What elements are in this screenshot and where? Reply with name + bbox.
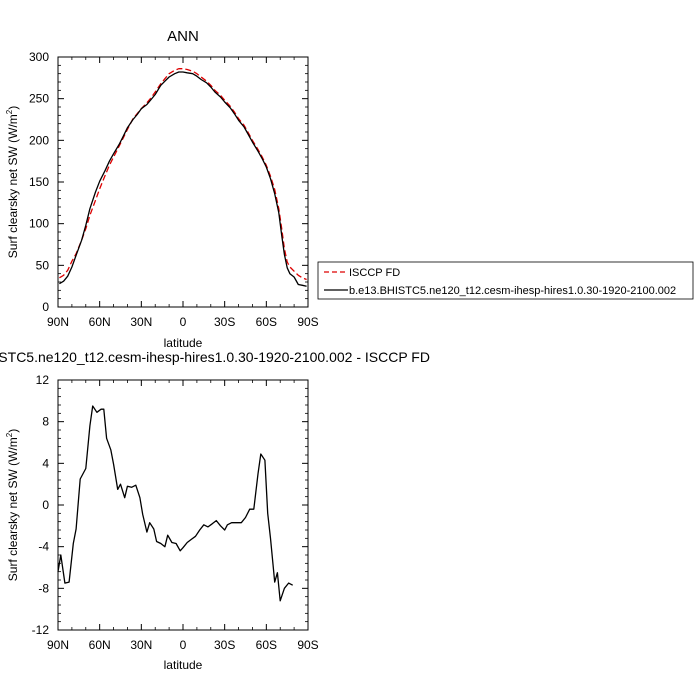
bottom-x-tick-labels: 90N 60N 30N 0 30S 60S 90S <box>47 638 319 652</box>
top-plot-frame <box>57 56 309 308</box>
x-tick-label: 60S <box>256 638 277 652</box>
y-tick-label: 8 <box>42 415 49 429</box>
top-y-axis-label-sup: 2 <box>5 109 14 114</box>
y-tick-label: 0 <box>42 300 49 314</box>
y-tick-label: 100 <box>29 217 49 231</box>
x-tick-label: 30S <box>214 638 235 652</box>
x-tick-label: 30S <box>214 315 235 329</box>
difference-line <box>57 405 293 602</box>
bottom-x-axis-label: latitude <box>164 658 203 672</box>
bottom-panel: b.e13.BHISTC5.ne120_t12.cesm-ihesp-hires… <box>0 349 430 672</box>
top-y-tick-labels: 0 50 100 150 200 250 300 <box>29 50 49 314</box>
bottom-y-axis-label: Surf clearsky net SW (W/m2) <box>5 429 20 581</box>
x-tick-label: 0 <box>180 315 187 329</box>
y-tick-label: -4 <box>38 540 49 554</box>
bottom-chart-title: b.e13.BHISTC5.ne120_t12.cesm-ihesp-hires… <box>0 349 430 365</box>
x-tick-label: 90N <box>47 315 69 329</box>
x-tick-label: 60S <box>256 315 277 329</box>
legend-label-isccp: ISCCP FD <box>349 267 400 279</box>
y-tick-label: 4 <box>42 456 49 470</box>
y-tick-label: 200 <box>29 133 49 147</box>
y-tick-label: -8 <box>38 581 49 595</box>
isccp-fd-line <box>59 68 307 281</box>
model-line <box>59 71 307 287</box>
x-tick-label: 90S <box>297 638 318 652</box>
y-tick-label: 12 <box>36 373 50 387</box>
x-tick-label: 90N <box>47 638 69 652</box>
top-x-tick-labels: 90N 60N 30N 0 30S 60S 90S <box>47 315 319 329</box>
top-panel: ANN 90N 60N 30N 0 30S 60S 90S 0 50 100 150 200 250 3… <box>5 28 319 350</box>
top-y-axis-label: Surf clearsky net SW (W/m2) <box>5 106 20 258</box>
x-tick-label: 0 <box>180 638 187 652</box>
legend-box <box>317 261 694 300</box>
y-tick-label: 0 <box>42 498 49 512</box>
y-tick-label: 250 <box>29 92 49 106</box>
top-series-group <box>59 68 307 287</box>
legend: ISCCP FD b.e13.BHISTC5.ne120_t12.cesm-ih… <box>317 261 694 300</box>
top-axis-ticks <box>57 56 309 308</box>
bottom-y-tick-labels: -12 -8 -4 0 4 8 12 <box>32 373 50 637</box>
y-tick-label: 50 <box>36 258 50 272</box>
x-tick-label: 30N <box>130 638 152 652</box>
x-tick-label: 60N <box>89 315 111 329</box>
top-y-axis-label-main: Surf clearsky net SW (W/m <box>6 114 20 258</box>
x-tick-label: 60N <box>89 638 111 652</box>
bottom-plot-frame <box>57 379 309 631</box>
bottom-y-axis-label-sup: 2 <box>5 432 14 437</box>
legend-label-model: b.e13.BHISTC5.ne120_t12.cesm-ihesp-hires… <box>349 285 676 297</box>
x-tick-label: 90S <box>297 315 318 329</box>
y-tick-label: -12 <box>32 623 50 637</box>
top-y-axis-label-end: ) <box>6 106 20 110</box>
bottom-series-group <box>57 405 293 602</box>
bottom-y-axis-label-end: ) <box>6 429 20 433</box>
y-tick-label: 150 <box>29 175 49 189</box>
y-tick-label: 300 <box>29 50 49 64</box>
bottom-axis-ticks <box>57 379 309 631</box>
x-tick-label: 30N <box>130 315 152 329</box>
top-x-axis-label: latitude <box>164 336 203 350</box>
top-chart-title: ANN <box>167 28 199 45</box>
bottom-y-axis-label-main: Surf clearsky net SW (W/m <box>6 437 20 581</box>
